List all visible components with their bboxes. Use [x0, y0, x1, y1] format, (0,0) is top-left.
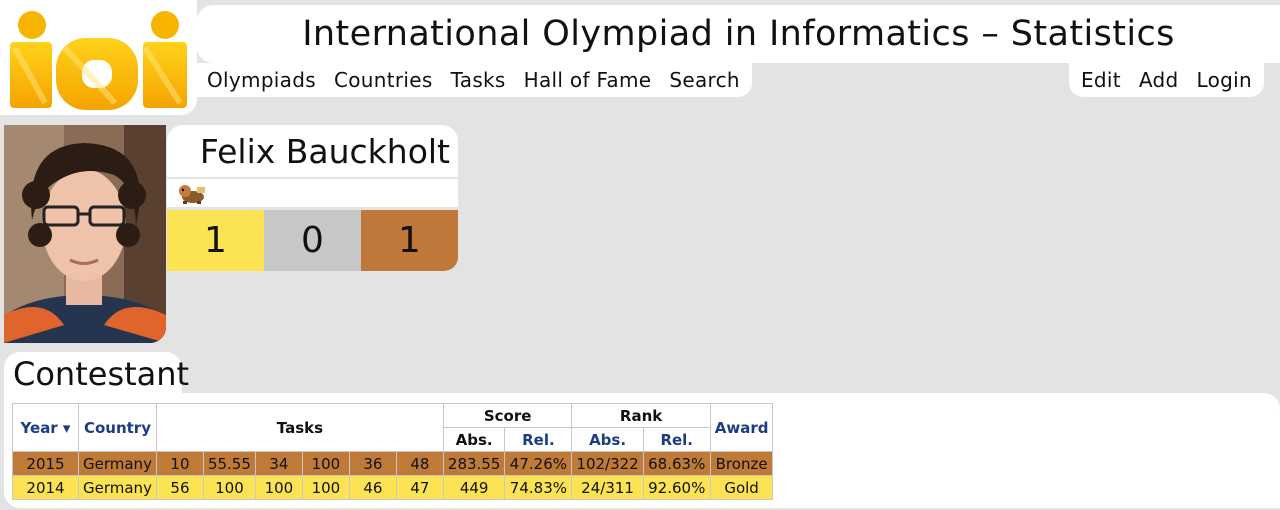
score-abs-header[interactable]: Abs. [442, 427, 506, 452]
award-header[interactable]: Award [709, 403, 774, 452]
table-row: 2015 Germany 10 55.55 34 100 36 48 283.5… [12, 451, 774, 476]
title-bar: International Olympiad in Informatics – … [197, 5, 1280, 63]
country-header[interactable]: Country [78, 403, 157, 452]
rank-rel-cell: 92.60% [642, 475, 711, 500]
country-cell[interactable]: Germany [78, 475, 157, 500]
rank-rel-cell: 68.63% [642, 451, 711, 476]
year-header[interactable]: Year ▾ [12, 403, 79, 452]
tasks-header: Tasks [155, 403, 444, 452]
medal-counts: 1 0 1 [167, 210, 458, 271]
task-score-cell[interactable]: 55.55 [202, 451, 256, 476]
task-score-cell[interactable]: 36 [348, 451, 397, 476]
user-nav: Edit Add Login [1068, 63, 1264, 97]
country-cell[interactable]: Germany [78, 451, 157, 476]
task-score-cell[interactable]: 34 [254, 451, 303, 476]
nav-hall-of-fame[interactable]: Hall of Fame [523, 68, 652, 92]
contestant-photo [4, 125, 166, 343]
task-score-cell[interactable]: 10 [155, 451, 204, 476]
task-score-cell[interactable]: 46 [348, 475, 397, 500]
score-abs-cell: 283.55 [442, 451, 506, 476]
nav-tasks[interactable]: Tasks [450, 68, 506, 92]
animal-icon [179, 185, 205, 204]
rank-header: Rank [571, 403, 711, 428]
score-rel-cell: 74.83% [504, 475, 573, 500]
task-score-cell[interactable]: 100 [202, 475, 256, 500]
award-cell: Bronze [709, 451, 774, 476]
nav-search[interactable]: Search [669, 68, 740, 92]
results-table: Year ▾ Country Tasks Score Rank Award Ab… [12, 403, 774, 500]
section-tab: Contestant [4, 352, 189, 397]
table-row: 2014 Germany 56 100 100 100 46 47 449 74… [12, 475, 774, 500]
task-score-cell[interactable]: 100 [301, 475, 350, 500]
rank-rel-header[interactable]: Rel. [642, 427, 711, 452]
nav-add[interactable]: Add [1138, 68, 1179, 92]
page-title: International Olympiad in Informatics – … [302, 14, 1175, 54]
task-score-cell[interactable]: 56 [155, 475, 204, 500]
year-cell[interactable]: 2015 [12, 451, 79, 476]
rank-abs-cell: 102/322 [571, 451, 644, 476]
gold-medal-count: 1 [167, 210, 264, 271]
task-score-cell[interactable]: 48 [395, 451, 444, 476]
ioi-logo[interactable] [0, 0, 197, 115]
rank-abs-header[interactable]: Abs. [571, 427, 644, 452]
nav-login[interactable]: Login [1196, 68, 1252, 92]
rank-abs-cell: 24/311 [571, 475, 644, 500]
year-cell[interactable]: 2014 [12, 475, 79, 500]
score-rel-cell: 47.26% [504, 451, 573, 476]
ioi-logo-icon [10, 11, 187, 110]
main-nav: Olympiads Countries Tasks Hall of Fame S… [197, 63, 752, 97]
score-rel-header[interactable]: Rel. [504, 427, 573, 452]
team-leader-icon-row [167, 179, 458, 207]
profile-card: Felix Bauckholt 1 0 1 [167, 125, 458, 271]
section-body: Year ▾ Country Tasks Score Rank Award Ab… [4, 393, 1280, 508]
nav-edit[interactable]: Edit [1080, 68, 1121, 92]
bronze-medal-count: 1 [361, 210, 458, 271]
score-header: Score [442, 403, 573, 428]
award-cell: Gold [709, 475, 774, 500]
task-score-cell[interactable]: 47 [395, 475, 444, 500]
contestant-name: Felix Bauckholt [167, 125, 458, 177]
silver-medal-count: 0 [264, 210, 361, 271]
task-score-cell[interactable]: 100 [301, 451, 350, 476]
task-score-cell[interactable]: 100 [254, 475, 303, 500]
section-title: Contestant [13, 355, 190, 393]
nav-countries[interactable]: Countries [333, 68, 433, 92]
score-abs-cell: 449 [442, 475, 506, 500]
nav-olympiads[interactable]: Olympiads [207, 68, 316, 92]
